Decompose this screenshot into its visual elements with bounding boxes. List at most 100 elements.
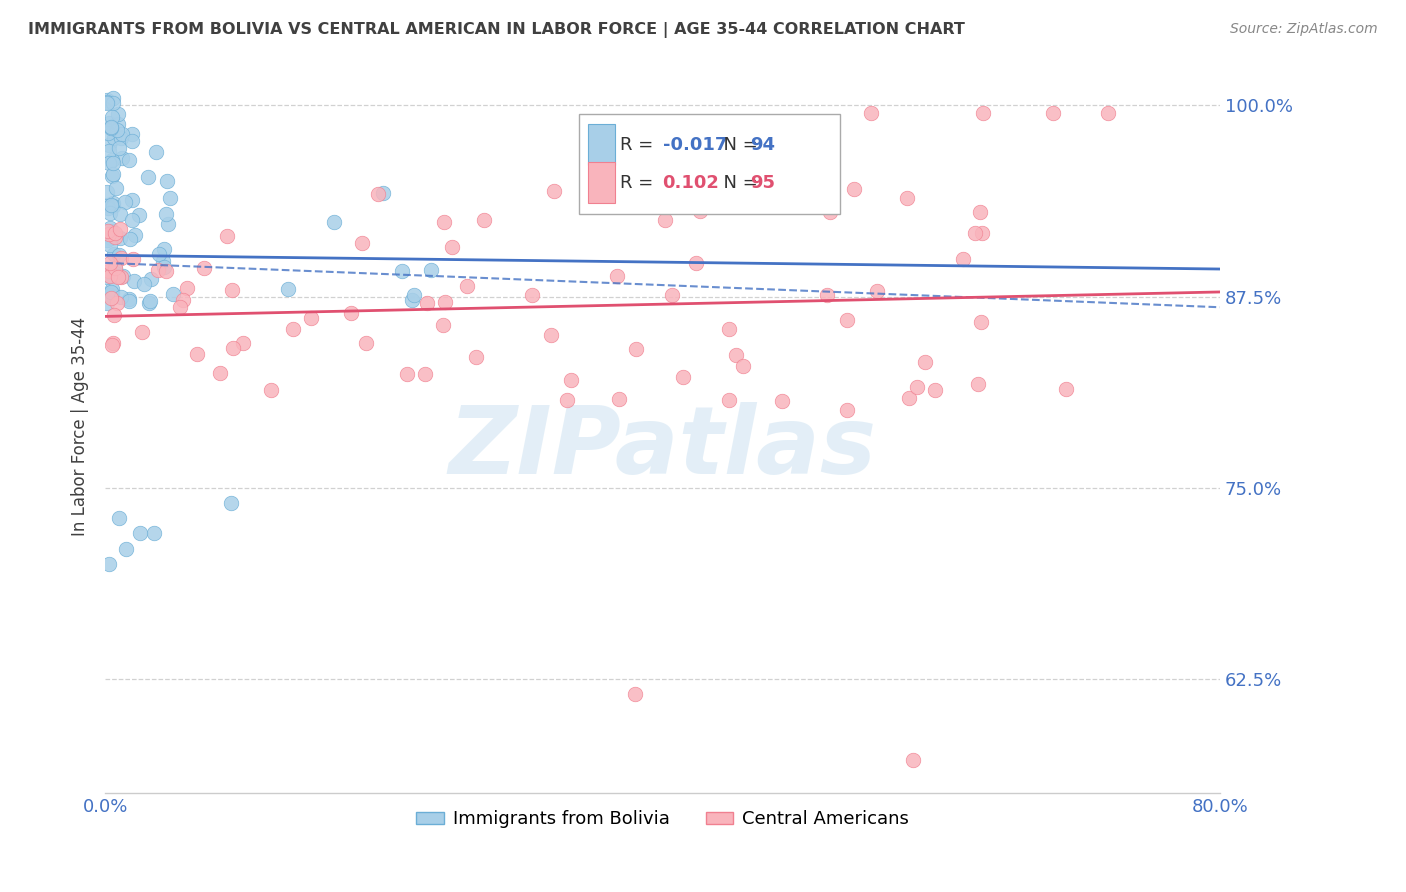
Point <box>221 341 243 355</box>
Point <box>924 384 946 398</box>
Point <box>104 260 127 275</box>
Point <box>138 296 160 310</box>
Point <box>176 280 198 294</box>
Point <box>104 226 127 240</box>
Point <box>145 145 167 160</box>
Point <box>100 198 122 212</box>
Point <box>391 264 413 278</box>
Point <box>143 526 166 541</box>
Point <box>117 293 139 308</box>
Point <box>112 269 135 284</box>
Point <box>903 753 925 767</box>
Point <box>97 115 120 129</box>
Point <box>281 321 304 335</box>
Legend: Immigrants from Bolivia, Central Americans: Immigrants from Bolivia, Central America… <box>409 803 915 836</box>
Point <box>121 127 143 141</box>
Text: 94: 94 <box>749 136 775 153</box>
Point <box>654 212 676 227</box>
Point <box>186 346 208 360</box>
Point <box>464 350 486 364</box>
Point <box>100 231 122 245</box>
Point <box>97 201 120 215</box>
Point <box>100 285 122 300</box>
Point <box>420 263 443 277</box>
Point <box>340 306 363 320</box>
Point <box>651 190 673 204</box>
Point <box>100 285 122 300</box>
Point <box>110 130 132 145</box>
Point <box>1042 106 1064 120</box>
Point <box>842 182 865 196</box>
Point <box>108 248 131 262</box>
Point <box>404 288 426 302</box>
Point <box>837 403 859 417</box>
Point <box>105 181 128 195</box>
Point <box>965 227 987 241</box>
Point <box>107 270 129 285</box>
Point <box>914 355 936 369</box>
Point <box>623 687 645 701</box>
Point <box>540 328 562 343</box>
Point <box>101 96 124 111</box>
Point <box>607 392 630 406</box>
Point <box>110 127 132 141</box>
Point <box>101 153 124 167</box>
Point <box>107 107 129 121</box>
Point <box>101 224 124 238</box>
Point <box>110 251 132 265</box>
Point <box>98 205 121 219</box>
Point <box>474 213 496 227</box>
Point <box>98 256 121 270</box>
Point <box>153 260 176 275</box>
Point <box>367 186 389 201</box>
Point <box>897 391 920 405</box>
Point <box>98 557 121 571</box>
Point <box>905 380 928 394</box>
Text: R =: R = <box>620 174 665 192</box>
Point <box>103 131 125 145</box>
Point <box>650 200 672 214</box>
Point <box>159 191 181 205</box>
Point <box>98 269 121 284</box>
Point <box>107 117 129 131</box>
Point <box>860 106 883 120</box>
Point <box>108 231 131 245</box>
Point <box>416 296 439 310</box>
Point <box>141 272 163 286</box>
Point <box>661 288 683 302</box>
Point <box>108 222 131 236</box>
Point <box>121 135 143 149</box>
Point <box>105 123 128 137</box>
Point <box>146 262 169 277</box>
Point <box>352 236 374 251</box>
Point <box>96 233 118 247</box>
Point <box>970 226 993 240</box>
Point <box>433 294 456 309</box>
Point <box>110 207 132 221</box>
Point <box>96 95 118 109</box>
Point <box>148 246 170 260</box>
Point <box>221 283 243 297</box>
Point <box>193 260 215 275</box>
Point <box>162 287 184 301</box>
Point <box>96 269 118 284</box>
Point <box>104 266 127 280</box>
Point <box>686 198 709 212</box>
Point <box>970 315 993 329</box>
Point <box>110 290 132 304</box>
Point <box>132 277 155 291</box>
Point <box>96 93 118 107</box>
Point <box>432 318 454 333</box>
Text: N =: N = <box>711 174 763 192</box>
Point <box>115 541 138 556</box>
Point <box>733 359 755 374</box>
Point <box>685 256 707 270</box>
Point <box>98 263 121 277</box>
Point <box>100 120 122 134</box>
Text: 95: 95 <box>749 174 775 192</box>
Point <box>103 198 125 212</box>
Point <box>122 252 145 266</box>
Text: N =: N = <box>711 136 763 153</box>
Point <box>152 254 174 268</box>
Point <box>636 175 658 189</box>
